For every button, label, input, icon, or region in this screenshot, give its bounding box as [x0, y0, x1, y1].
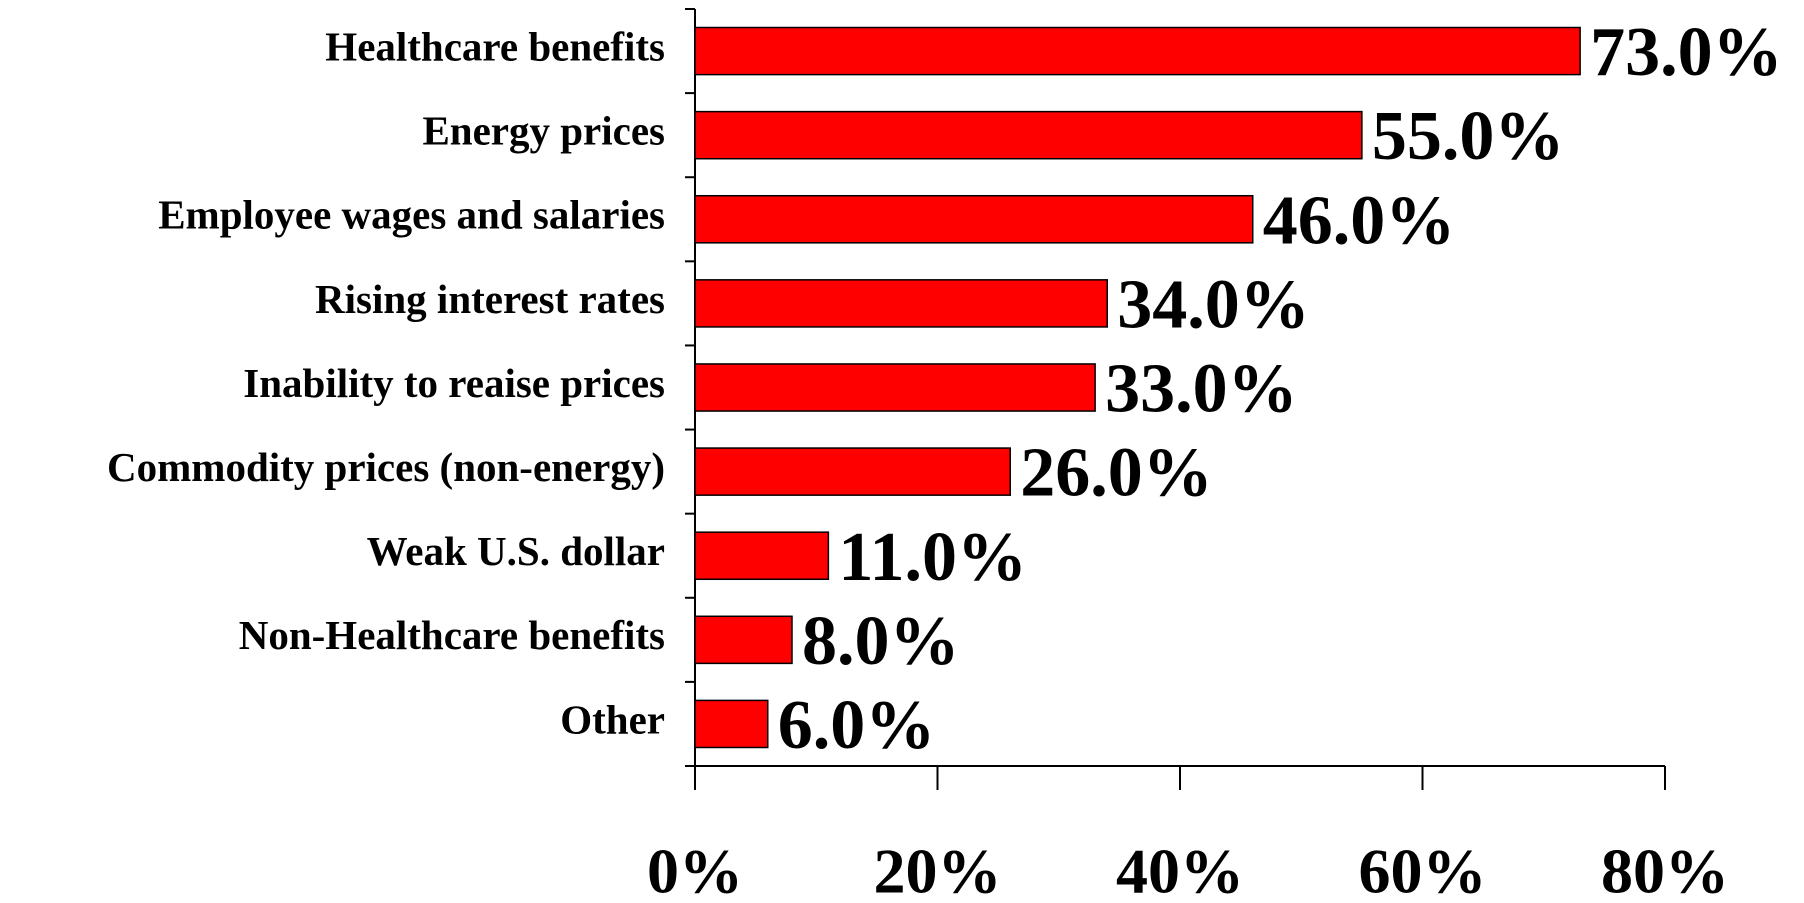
value-label: 46.0% [1263, 182, 1456, 259]
bar [694, 699, 769, 749]
value-label: 11.0% [838, 519, 1027, 596]
value-label: 6.0% [778, 687, 936, 764]
bar [694, 26, 1581, 76]
y-tick-label: Other [560, 696, 665, 742]
bar [694, 363, 1096, 412]
bar [694, 615, 793, 665]
y-tick-label: Weak U.S. dollar [367, 528, 665, 574]
value-label: 34.0% [1117, 266, 1310, 343]
y-tick-label: Healthcare benefits [325, 23, 665, 69]
value-label: 55.0% [1372, 98, 1565, 175]
x-tick-label: 20% [874, 836, 1002, 903]
value-label: 33.0% [1105, 351, 1298, 428]
x-tick-label: 40% [1116, 836, 1244, 903]
y-tick-label: Employee wages and salaries [158, 192, 665, 238]
x-tick-label: 0% [647, 836, 743, 903]
value-label: 73.0% [1590, 14, 1783, 91]
bar [694, 194, 1254, 244]
x-tick-label: 80% [1601, 836, 1729, 903]
bar [694, 531, 830, 581]
bar [694, 110, 1363, 160]
value-label: 8.0% [802, 603, 960, 680]
bar [694, 447, 1011, 496]
y-tick-label: Non-Healthcare benefits [239, 612, 665, 658]
y-tick-label: Energy prices [422, 108, 665, 154]
x-tick-label: 60% [1359, 836, 1487, 903]
y-tick-label: Inability to reaise prices [243, 360, 665, 406]
bar [694, 279, 1108, 328]
value-label: 26.0% [1020, 435, 1213, 512]
y-tick-label: Rising interest rates [315, 276, 665, 322]
y-tick-label: Commodity prices (non-energy) [107, 444, 665, 490]
